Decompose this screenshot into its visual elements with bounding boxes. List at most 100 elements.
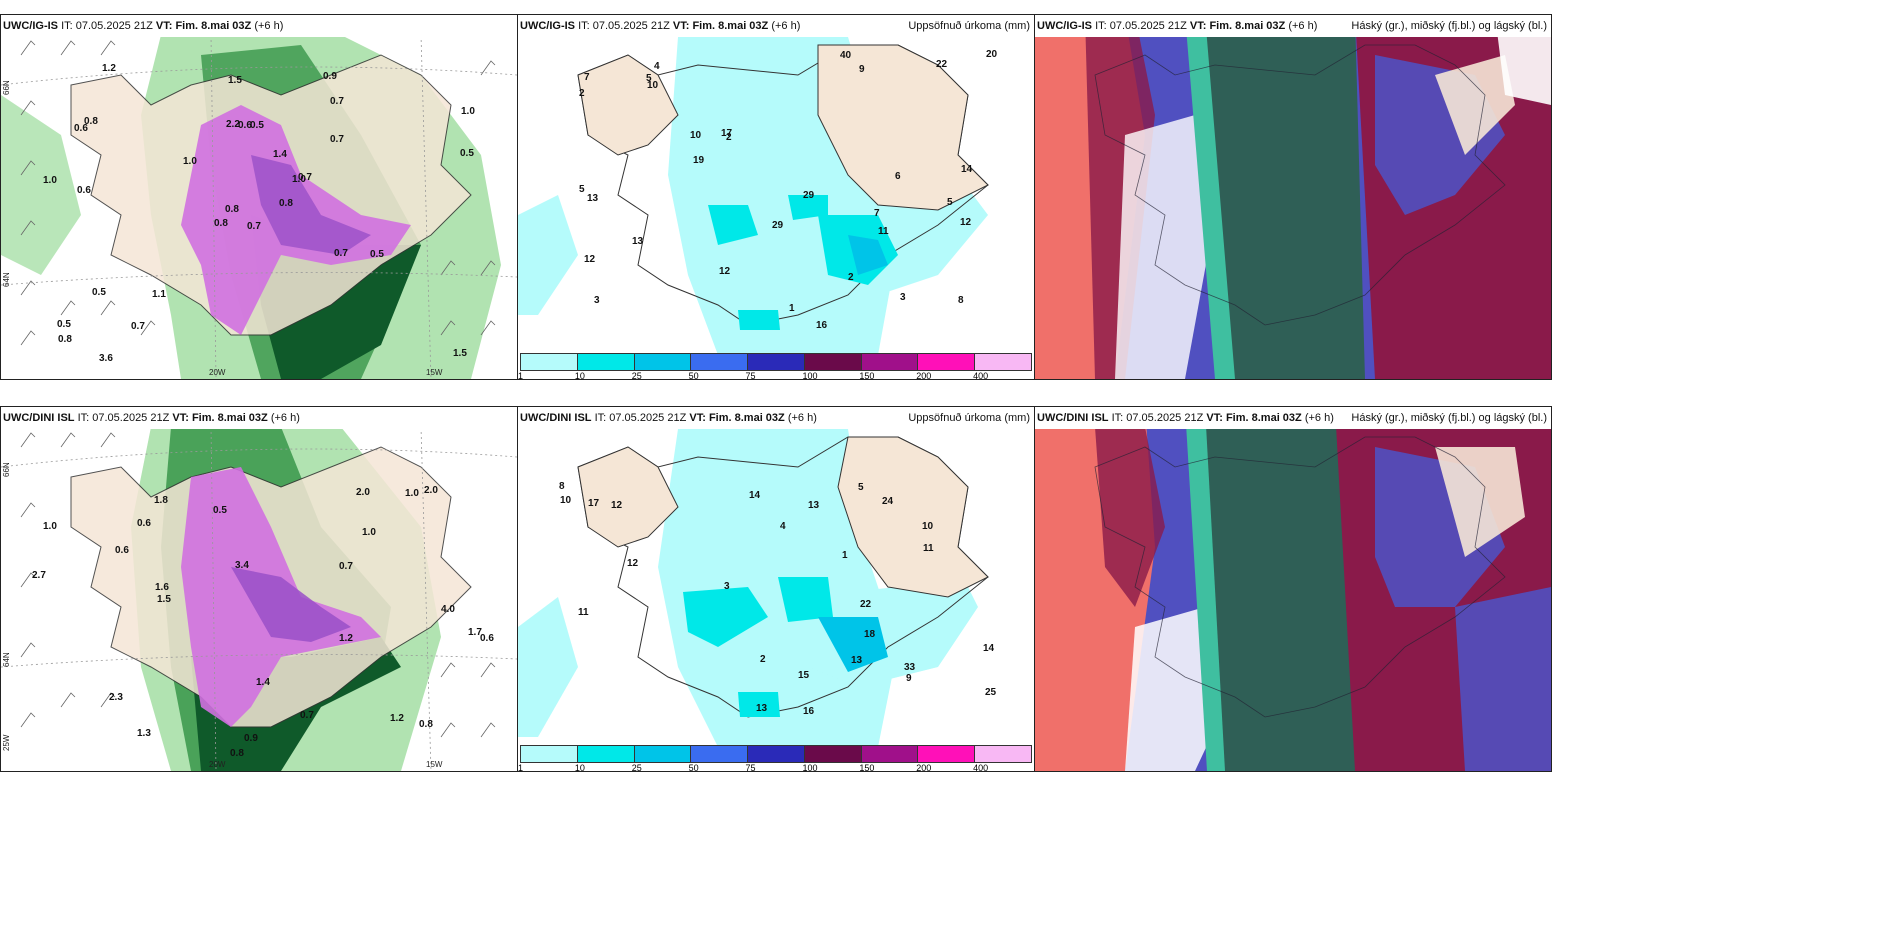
value-label: 1.5 — [228, 75, 242, 86]
vt-label: VT: — [172, 412, 189, 424]
value-label: 0.7 — [330, 96, 344, 107]
colorbar-tick: 400 — [973, 763, 989, 772]
value-label: 0.6 — [137, 518, 151, 529]
value-label: 11 — [578, 607, 589, 618]
value-label: 1.2 — [102, 63, 116, 74]
colorbar-tick: 50 — [688, 371, 699, 380]
value-label: 1 — [842, 550, 848, 561]
value-label: 2.7 — [32, 570, 46, 581]
value-label: 8 — [559, 481, 565, 492]
value-label: 5 — [947, 197, 953, 208]
panel-top-right-clouds: UWC/IG-IS IT: 07.05.2025 21Z VT: Fim. 8.… — [1034, 14, 1552, 380]
value-label: 9 — [906, 673, 912, 684]
precip-labels: 0.70.60.80.51.01.10.90.50.70.81.21.50.61… — [43, 63, 475, 364]
value-label: 0.6 — [238, 120, 252, 131]
value-label: 20 — [986, 49, 998, 60]
value-label: 0.6 — [77, 185, 91, 196]
colorbar-tick: 100 — [802, 763, 818, 772]
it-value: 07.05.2025 21Z — [92, 412, 170, 424]
panel-header: UWC/DINI ISL IT: 07.05.2025 21Z VT: Fim.… — [518, 407, 1034, 429]
value-label: 33 — [904, 662, 916, 673]
value-label: 3.6 — [99, 353, 113, 364]
colorbar-swatch — [861, 746, 919, 762]
vt-value: Fim. 8.mai 03Z — [191, 412, 268, 424]
value-label: 13 — [851, 655, 863, 666]
value-label: 1.1 — [152, 289, 166, 300]
value-label: 0.6 — [74, 123, 88, 134]
value-label: 40 — [840, 50, 852, 61]
value-label: 1.0 — [43, 175, 57, 186]
value-label: 12 — [611, 500, 623, 511]
colorbar-tick: 150 — [859, 763, 875, 772]
precip-colorbar: 1 10 25 50 75 100 150 200 400 — [518, 353, 1032, 380]
it-value: 07.05.2025 21Z — [1126, 412, 1204, 424]
colorbar-swatch — [521, 354, 578, 370]
value-label: 24 — [882, 496, 894, 507]
panel-bottom-left-wind-precip: UWC/DINI ISL IT: 07.05.2025 21Z VT: Fim.… — [0, 406, 518, 772]
lead-time: (+6 h) — [1304, 412, 1334, 424]
map-cloud-cover — [1035, 15, 1551, 379]
value-label: 1.0 — [405, 488, 419, 499]
value-label: 12 — [719, 266, 731, 277]
panel-field-title: Háský (gr.), miðský (fj.bl.) og lágský (… — [1351, 20, 1547, 32]
colorbar-swatch — [748, 354, 805, 370]
value-label: 3 — [594, 295, 600, 306]
value-label: 3 — [900, 292, 906, 303]
precip-labels: 1.0 0.60.70.91.00.81.21.52.00.61.71.81.02… — [32, 485, 494, 759]
lead-time: (+6 h) — [270, 412, 300, 424]
colorbar-tick: 100 — [802, 371, 818, 380]
colorbar-swatch — [577, 746, 635, 762]
value-label: 7 — [874, 208, 880, 219]
model-name: UWC/DINI ISL — [3, 412, 75, 424]
value-label: 0.8 — [58, 334, 72, 345]
vt-value: Fim. 8.mai 03Z — [692, 20, 769, 32]
value-label: 29 — [772, 220, 784, 231]
value-label: 0.9 — [323, 71, 337, 82]
value-label: 1.0 — [43, 521, 57, 532]
value-label: 1.0 — [461, 106, 475, 117]
panel-top-left-wind-precip: UWC/IG-IS IT: 07.05.2025 21Z VT: Fim. 8.… — [0, 14, 518, 380]
value-label: 5 — [858, 482, 864, 493]
panel-header: UWC/IG-IS IT: 07.05.2025 21Z VT: Fim. 8.… — [1035, 15, 1551, 37]
value-label: 0.6 — [480, 633, 494, 644]
value-label: 1.3 — [137, 728, 151, 739]
it-label: IT: — [1095, 20, 1107, 32]
value-label: 9 — [859, 64, 865, 75]
value-label: 10 — [647, 80, 659, 91]
value-label: 2.0 — [424, 485, 438, 496]
value-label: 0.7 — [339, 561, 353, 572]
value-label: 11 — [878, 226, 889, 237]
colorbar-swatch — [691, 746, 749, 762]
colorbar-tick: 50 — [688, 763, 699, 772]
panel-field-title: Háský (gr.), miðský (fj.bl.) og lágský (… — [1351, 412, 1547, 424]
colorbar-tick: 25 — [631, 371, 642, 380]
colorbar-swatch — [748, 746, 805, 762]
vt-label: VT: — [155, 20, 173, 32]
precip-amount-labels: 4981013141651211331322172524141315181021… — [559, 481, 997, 717]
lat-66-label: 66N — [2, 80, 11, 95]
value-label: 0.5 — [250, 120, 264, 131]
vt-value: Fim. 8.mai 03Z — [175, 20, 252, 32]
value-label: 2 — [848, 272, 854, 283]
lon-25-label: 25W — [2, 734, 11, 751]
value-label: 7 — [584, 72, 590, 83]
value-label: 12 — [627, 558, 639, 569]
it-label: IT: — [1111, 412, 1124, 424]
colorbar-swatch — [521, 746, 578, 762]
value-label: 0.5 — [460, 148, 474, 159]
value-label: 1.0 — [183, 156, 197, 167]
value-label: 0.8 — [419, 719, 433, 730]
value-label: 1.4 — [256, 677, 270, 688]
map-wind-precip: 66N 64N 25W 20W 15W 1.0 0.6 0.7 0.9 1.0 0.8 1.… — [1, 407, 517, 771]
panel-bottom-right-clouds: UWC/DINI ISL IT: 07.05.2025 21Z VT: Fim.… — [1034, 406, 1552, 772]
value-label: 2.2 — [226, 119, 240, 130]
value-label: 12 — [584, 254, 596, 265]
value-label: 4 — [780, 521, 786, 532]
value-label: 8 — [958, 295, 964, 306]
map-accumulated-precip: 7534231291016257812142929171320221912405… — [518, 15, 1034, 379]
it-value: 07.05.2025 21Z — [1109, 20, 1187, 32]
panel-header: UWC/IG-IS IT: 07.05.2025 21Z VT: Fim. 8.… — [1, 15, 517, 37]
value-label: 1.7 — [468, 627, 482, 638]
vt-label: VT: — [1189, 20, 1207, 32]
colorbar-swatch — [804, 354, 862, 370]
